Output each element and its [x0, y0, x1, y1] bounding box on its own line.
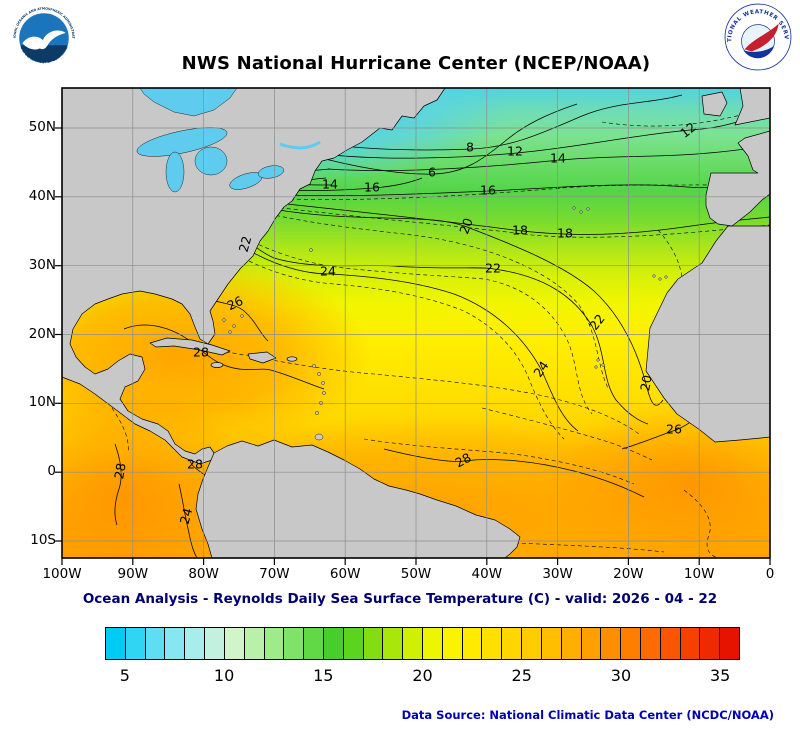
colorbar-cell — [125, 628, 146, 659]
noaa-gull-icon — [22, 30, 66, 50]
azores-islands — [572, 206, 590, 214]
colorbar-cell — [264, 628, 285, 659]
colorbar-cell — [660, 628, 681, 659]
lake-ontario — [257, 165, 285, 179]
lake-huron — [194, 146, 228, 176]
sst-map — [52, 78, 780, 570]
lake-superior — [136, 127, 228, 157]
colorbar-cell — [185, 628, 206, 659]
jamaica-island — [210, 362, 224, 368]
nws-logo-icon: NATIONAL WEATHER SERVICE — [724, 3, 792, 71]
bermuda-island — [309, 248, 313, 252]
colorbar-cell — [383, 628, 404, 659]
colorbar-tick-label: 10 — [213, 666, 235, 685]
colorbar-cell — [403, 628, 423, 659]
colorbar-tick-label: 20 — [412, 666, 433, 685]
british-isles-landmass — [734, 88, 770, 126]
colorbar-cell — [304, 628, 324, 659]
colorbar-cell — [502, 628, 523, 659]
africa-landmass — [645, 225, 770, 443]
lat-tick-label: 40N — [28, 187, 56, 204]
colorbar-cell — [541, 628, 562, 659]
colorbar-cell — [343, 628, 364, 659]
colorbar-cell — [561, 628, 582, 659]
colorbar-cell — [700, 628, 721, 659]
colorbar-cell — [442, 628, 463, 659]
lake-michigan — [165, 151, 185, 193]
colorbar-cell — [106, 628, 126, 659]
colorbar-cell — [720, 628, 739, 659]
lat-tick-label: 20N — [28, 325, 56, 342]
axis-tick-marks — [55, 127, 771, 565]
page-title: NWS National Hurricane Center (NCEP/NOAA… — [181, 53, 651, 74]
colorbar-cell — [522, 628, 542, 659]
colorbar-cell — [640, 628, 661, 659]
colorbar-tick-label: 15 — [313, 666, 334, 685]
inland-water — [136, 88, 321, 193]
lat-tick-label: 30N — [28, 256, 56, 273]
sst-map-canvas — [55, 87, 771, 565]
lat-tick-label: 10S — [30, 532, 56, 548]
colorbar-tick-label: 30 — [610, 666, 632, 685]
colorbar-cell — [482, 628, 503, 659]
hudson-bay — [139, 88, 238, 117]
colorbar-tick-label: 35 — [709, 666, 731, 685]
colorbar-cell — [244, 628, 265, 659]
colorbar-cell — [323, 628, 344, 659]
south-america-landmass — [195, 439, 521, 558]
colorbar-cell — [284, 628, 305, 659]
lat-tick-label: 0 — [47, 463, 56, 480]
ireland-landmass — [701, 91, 728, 117]
temperature-colorbar — [105, 627, 740, 660]
latlon-grid — [62, 88, 770, 558]
nws-wave-icon — [743, 46, 774, 59]
noaa-logo-icon: NATIONAL OCEANIC AND ATMOSPHERIC ADMINIS… — [12, 6, 76, 70]
hispaniola-island — [247, 351, 277, 364]
north-america-landmass — [62, 88, 446, 465]
cape-verde-islands — [594, 358, 605, 369]
lat-tick-label: 10N — [28, 394, 56, 411]
cuba-island — [149, 337, 231, 356]
colorbar-cell — [621, 628, 641, 659]
colorbar-cell — [423, 628, 443, 659]
map-frame — [61, 87, 771, 559]
puerto-rico-island — [286, 356, 298, 362]
bahamas-islands — [222, 314, 244, 334]
colorbar-cell — [680, 628, 701, 659]
map-caption: Ocean Analysis - Reynolds Daily Sea Surf… — [82, 591, 718, 607]
colorbar-cell — [165, 628, 186, 659]
noaa-logo-sea — [20, 45, 68, 63]
colorbar-tick-label: 25 — [511, 666, 532, 685]
landmasses — [62, 88, 770, 558]
europe-iberia-landmass — [705, 130, 770, 227]
colorbar-cell — [462, 628, 483, 659]
lesser-antilles-islands — [312, 364, 326, 441]
lat-tick-label: 50N — [28, 119, 56, 135]
colorbar-cell — [145, 628, 166, 659]
colorbar-cell — [205, 628, 225, 659]
colorbar-cell — [581, 628, 602, 659]
colorbar-cell — [224, 628, 245, 659]
canary-islands — [652, 274, 668, 281]
data-source-credit: Data Source: National Climatic Data Cent… — [401, 708, 774, 722]
nws-swoosh-icon — [744, 23, 779, 52]
contour-lines-dashed — [111, 111, 770, 558]
st-lawrence-river — [279, 140, 321, 150]
colorbar-tick-label: 5 — [119, 666, 130, 685]
colorbar-cell — [601, 628, 622, 659]
colorbar-cell — [363, 628, 384, 659]
